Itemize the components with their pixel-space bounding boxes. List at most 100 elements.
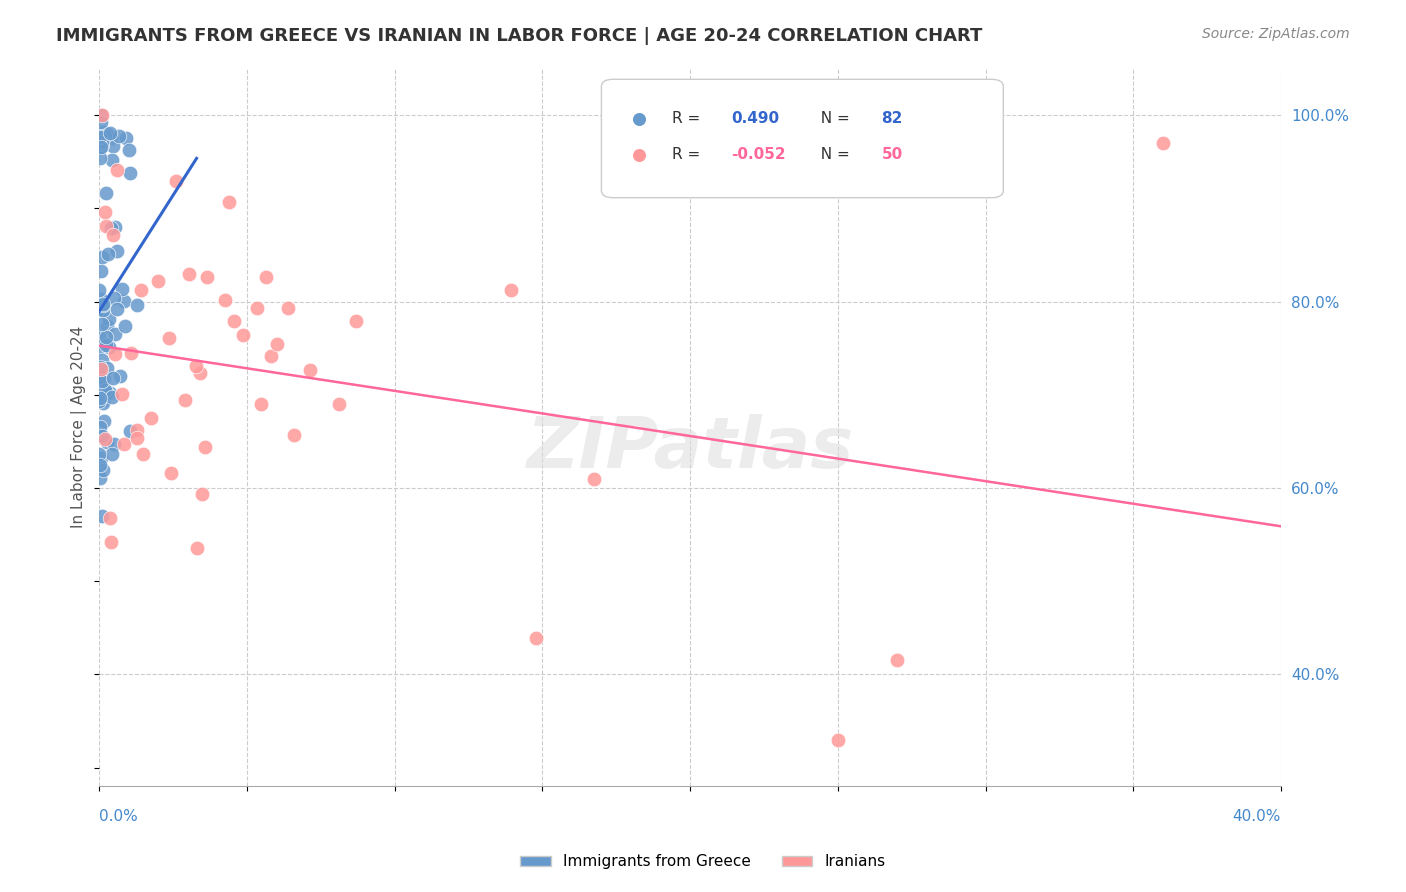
Text: N =: N = bbox=[811, 112, 855, 127]
Legend: Immigrants from Greece, Iranians: Immigrants from Greece, Iranians bbox=[515, 848, 891, 875]
Point bbox=[90, 304, 112, 318]
Point bbox=[96, 127, 118, 141]
Point bbox=[94, 205, 117, 219]
Point bbox=[1152, 136, 1174, 150]
Point bbox=[91, 396, 114, 410]
Point bbox=[173, 392, 195, 407]
Text: 82: 82 bbox=[882, 112, 903, 127]
Point bbox=[90, 108, 112, 122]
Text: -0.052: -0.052 bbox=[731, 147, 786, 162]
Point bbox=[328, 397, 350, 411]
Point bbox=[91, 250, 114, 264]
Point bbox=[90, 429, 112, 443]
Point bbox=[89, 140, 111, 154]
Point bbox=[91, 317, 114, 331]
Point bbox=[283, 428, 305, 442]
Point bbox=[101, 153, 124, 168]
Point bbox=[100, 131, 122, 145]
Point bbox=[101, 390, 124, 404]
Point bbox=[91, 136, 114, 150]
Point bbox=[111, 386, 134, 401]
Point bbox=[94, 130, 117, 145]
Point bbox=[89, 471, 111, 485]
Point bbox=[91, 353, 114, 368]
Text: IMMIGRANTS FROM GREECE VS IRANIAN IN LABOR FORCE | AGE 20-24 CORRELATION CHART: IMMIGRANTS FROM GREECE VS IRANIAN IN LAB… bbox=[56, 27, 983, 45]
Text: 0.0%: 0.0% bbox=[98, 809, 138, 824]
Point bbox=[114, 318, 136, 333]
Point bbox=[105, 244, 128, 258]
Point bbox=[96, 338, 118, 352]
Point bbox=[96, 435, 118, 450]
Point bbox=[100, 534, 122, 549]
FancyBboxPatch shape bbox=[602, 79, 1004, 198]
Point bbox=[103, 291, 125, 305]
Point bbox=[146, 274, 169, 288]
Point bbox=[583, 471, 606, 485]
Point bbox=[98, 340, 121, 354]
Point bbox=[214, 293, 236, 308]
Point bbox=[188, 367, 211, 381]
Point bbox=[94, 384, 117, 398]
Point bbox=[90, 114, 112, 128]
Text: Source: ZipAtlas.com: Source: ZipAtlas.com bbox=[1202, 27, 1350, 41]
Point bbox=[104, 326, 127, 341]
Point bbox=[96, 360, 118, 375]
Point bbox=[129, 283, 152, 297]
Point bbox=[111, 282, 134, 296]
Point bbox=[98, 510, 121, 524]
Point bbox=[93, 432, 115, 446]
Point bbox=[93, 372, 115, 386]
Point bbox=[112, 293, 135, 308]
Point bbox=[232, 327, 254, 342]
Point bbox=[93, 414, 115, 428]
Point bbox=[344, 314, 367, 328]
Point bbox=[194, 440, 217, 454]
Point bbox=[90, 263, 112, 277]
Text: ZIPatlas: ZIPatlas bbox=[526, 415, 853, 483]
Point bbox=[94, 186, 117, 200]
Point bbox=[97, 311, 120, 326]
Point bbox=[91, 462, 114, 476]
Point bbox=[98, 126, 121, 140]
Point bbox=[89, 359, 111, 374]
Point bbox=[89, 447, 111, 461]
Point bbox=[89, 393, 111, 408]
Point bbox=[91, 297, 114, 311]
Point bbox=[249, 397, 271, 411]
Point bbox=[97, 247, 120, 261]
Point bbox=[104, 347, 127, 361]
Point bbox=[93, 126, 115, 140]
Point bbox=[89, 373, 111, 387]
Point bbox=[91, 392, 114, 407]
Point bbox=[90, 450, 112, 465]
Point bbox=[96, 318, 118, 333]
Point bbox=[105, 163, 128, 178]
Y-axis label: In Labor Force | Age 20-24: In Labor Force | Age 20-24 bbox=[72, 326, 87, 528]
Point bbox=[89, 419, 111, 434]
Point bbox=[191, 487, 214, 501]
Point bbox=[298, 362, 321, 376]
Point bbox=[120, 346, 142, 360]
Point bbox=[90, 292, 112, 306]
Point bbox=[127, 423, 149, 437]
Text: 0.490: 0.490 bbox=[731, 112, 779, 127]
Point bbox=[277, 301, 299, 315]
Point bbox=[90, 362, 112, 376]
Point bbox=[184, 359, 207, 373]
Point bbox=[101, 139, 124, 153]
Point bbox=[90, 302, 112, 317]
Point bbox=[89, 341, 111, 355]
Point bbox=[524, 631, 547, 645]
Point bbox=[139, 410, 162, 425]
Text: R =: R = bbox=[672, 147, 706, 162]
Text: R =: R = bbox=[672, 112, 706, 127]
Point bbox=[90, 140, 112, 154]
Point bbox=[91, 108, 114, 122]
Point bbox=[160, 466, 183, 480]
Point bbox=[89, 329, 111, 343]
Point bbox=[101, 227, 124, 242]
Point bbox=[96, 386, 118, 401]
Point bbox=[101, 448, 124, 462]
Point bbox=[260, 349, 283, 363]
Point bbox=[132, 447, 155, 461]
